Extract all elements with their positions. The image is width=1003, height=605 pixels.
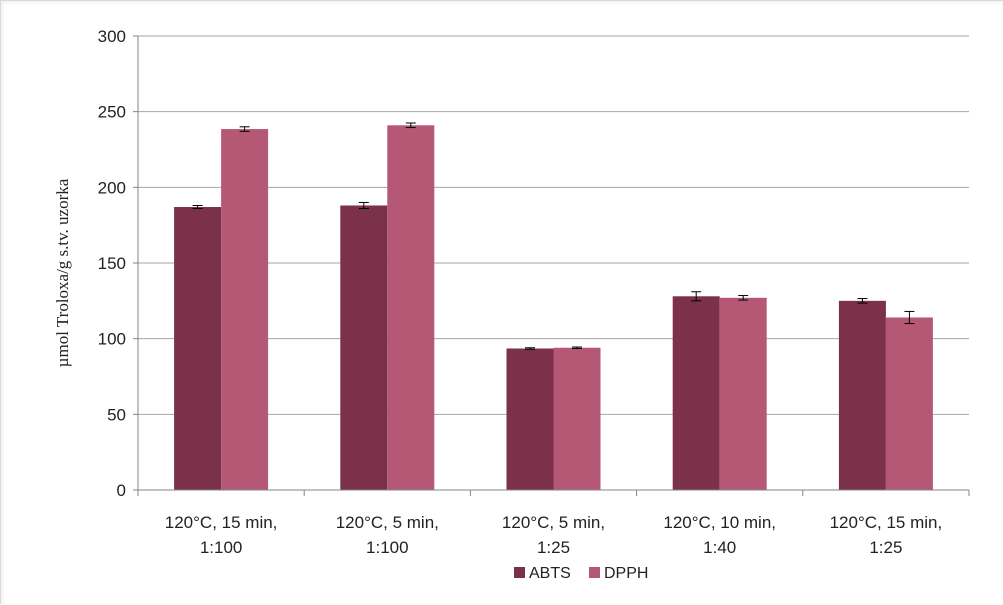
legend-label-dpph: DPPH (604, 565, 648, 582)
legend: ABTS DPPH (514, 565, 648, 582)
y-tick-label: 50 (107, 405, 126, 424)
error-bars (192, 122, 915, 350)
x-tick-label: 120°C, 5 min, 1:25 (502, 513, 605, 557)
bar-dpph (387, 125, 435, 490)
gridlines (138, 35, 969, 415)
bar-abts (340, 205, 388, 490)
x-tick-label: 120°C, 15 min, 1:25 (830, 513, 943, 557)
y-tick-label: 150 (98, 254, 126, 273)
bar-dpph (885, 317, 933, 490)
y-tick-label: 300 (98, 27, 126, 46)
bars (174, 125, 933, 491)
bar-abts (506, 348, 554, 490)
legend-swatch-dpph (589, 567, 600, 578)
y-tick-label: 0 (117, 481, 126, 500)
y-tick-label: 200 (98, 178, 126, 197)
x-tick-label: 120°C, 15 min, 1:100 (165, 513, 278, 557)
x-tick-label: 120°C, 5 min, 1:100 (336, 513, 439, 557)
legend-swatch-abts (514, 567, 525, 578)
y-tick-label: 100 (98, 330, 126, 349)
x-tick-label: 120°C, 10 min, 1:40 (663, 513, 776, 557)
axis-labels: 0 50 100 150 200 250 300 120°C, 15 min, 1:100 120… (53, 27, 942, 557)
bar-dpph (221, 129, 269, 490)
bar-dpph (719, 297, 767, 490)
bar-dpph (553, 347, 601, 490)
bar-abts (174, 207, 222, 491)
bar-abts (838, 300, 886, 490)
bar-abts (672, 296, 720, 490)
legend-label-abts: ABTS (529, 565, 571, 582)
y-tick-label: 250 (98, 103, 126, 122)
y-axis-label: µmol Troloxa/g s.tv. uzorka (53, 178, 72, 367)
axes (133, 35, 970, 496)
